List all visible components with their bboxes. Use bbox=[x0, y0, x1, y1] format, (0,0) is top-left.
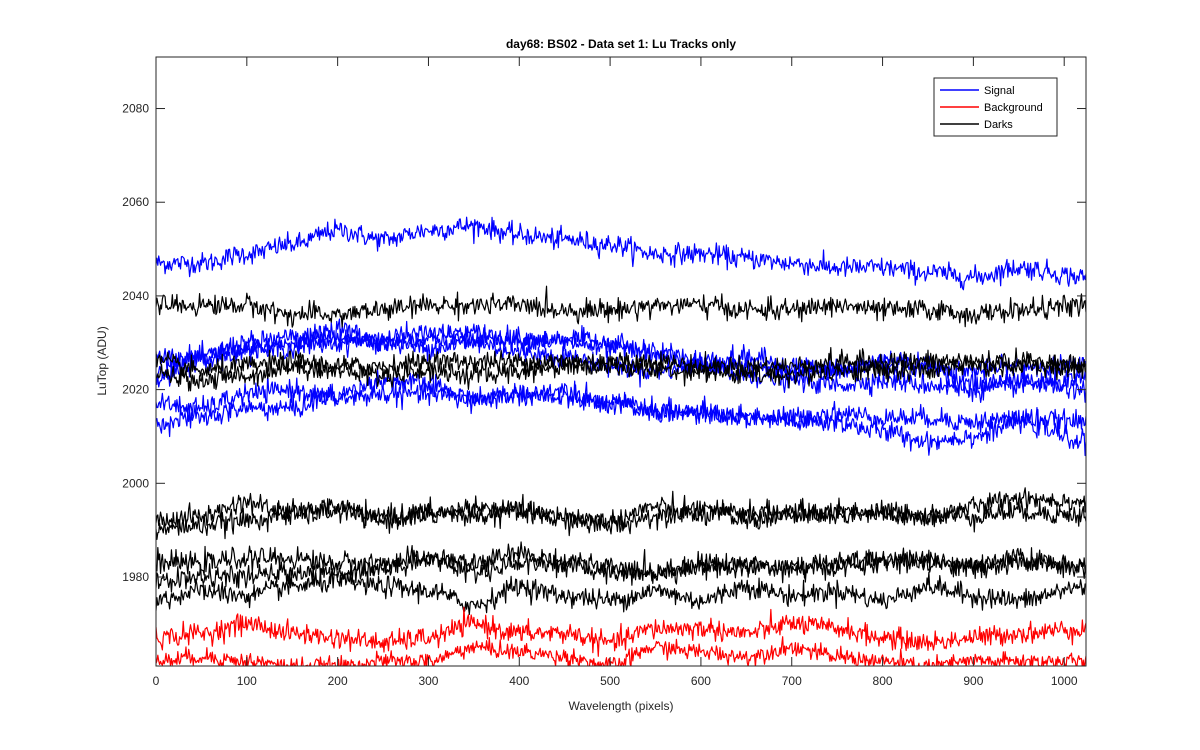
y-tick-label: 2080 bbox=[122, 102, 149, 116]
series-line-darks-10 bbox=[156, 490, 1086, 534]
series-line-signal-6 bbox=[156, 369, 1086, 457]
y-tick-label: 2060 bbox=[122, 195, 149, 209]
series-line-darks-7 bbox=[156, 285, 1086, 328]
x-tick-label: 200 bbox=[328, 674, 348, 688]
x-axis-ticks: 0 100 200 300 400 500 600 700 800 900 1000 bbox=[153, 57, 1078, 688]
x-tick-label: 1000 bbox=[1051, 674, 1078, 688]
y-tick-label: 2000 bbox=[122, 476, 149, 490]
x-tick-label: 800 bbox=[873, 674, 893, 688]
series-line-darks-11 bbox=[156, 487, 1086, 540]
series-line-signal-1 bbox=[156, 216, 1086, 291]
axes bbox=[155, 56, 1087, 667]
legend: Signal Background Darks bbox=[933, 77, 1058, 137]
series-line-darks-14 bbox=[156, 568, 1086, 615]
series-line-background-15 bbox=[156, 606, 1086, 657]
legend-label-background: Background bbox=[984, 102, 1043, 114]
x-tick-label: 600 bbox=[691, 674, 711, 688]
legend-label-darks: Darks bbox=[984, 119, 1013, 131]
y-axis-label: LuTop (ADU) bbox=[95, 326, 109, 395]
series-line-darks-9 bbox=[156, 347, 1086, 385]
x-tick-label: 500 bbox=[600, 674, 620, 688]
y-axis-ticks: 1980 2000 2020 2040 2060 2080 bbox=[122, 102, 1086, 584]
x-tick-label: 900 bbox=[963, 674, 983, 688]
series-line-signal-3 bbox=[156, 320, 1086, 404]
x-tick-label: 100 bbox=[237, 674, 257, 688]
chart-title: day68: BS02 - Data set 1: Lu Tracks only bbox=[506, 37, 736, 51]
series-line-darks-13 bbox=[156, 547, 1086, 593]
x-tick-label: 0 bbox=[153, 674, 160, 688]
x-tick-label: 700 bbox=[782, 674, 802, 688]
x-tick-label: 300 bbox=[418, 674, 438, 688]
plot-frame bbox=[155, 56, 1087, 667]
x-tick-label: 400 bbox=[509, 674, 529, 688]
y-tick-label: 1980 bbox=[122, 570, 149, 584]
series-lines bbox=[156, 216, 1086, 666]
y-tick-label: 2020 bbox=[122, 383, 149, 397]
series-line-darks-12 bbox=[156, 541, 1086, 585]
legend-label-signal: Signal bbox=[984, 85, 1015, 97]
y-tick-label: 2040 bbox=[122, 289, 149, 303]
x-axis-label: Wavelength (pixels) bbox=[569, 699, 674, 713]
